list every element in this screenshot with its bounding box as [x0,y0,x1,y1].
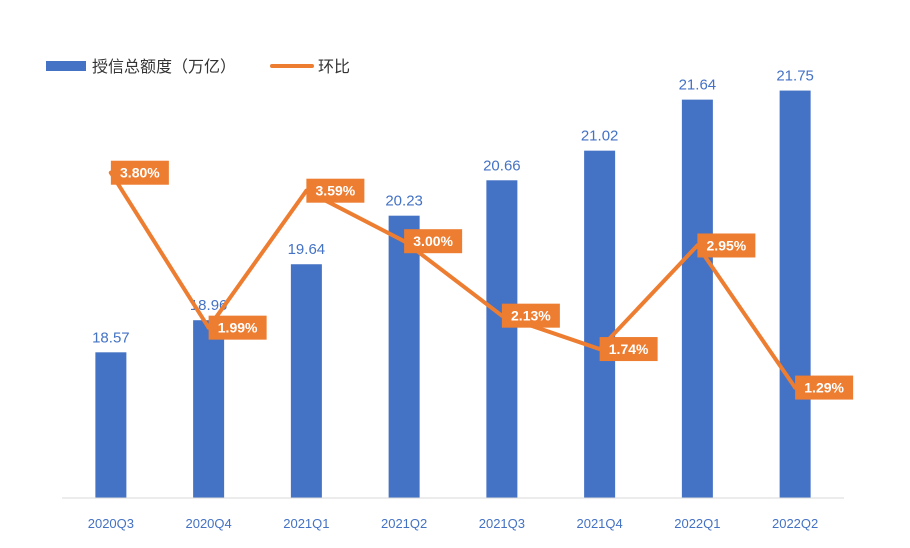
ratio-value-label: 2.95% [707,237,747,253]
ratio-label-box [795,375,854,400]
bar-value-label: 19.64 [288,241,326,258]
x-tick-label: 2021Q4 [576,516,622,531]
ratio-value-label: 3.80% [120,165,160,181]
legend-label-line: 环比 [318,57,350,76]
ratio-value-label: 1.29% [804,380,844,396]
bar-2020Q4 [193,320,225,498]
ratio-label-box [110,160,169,185]
x-tick-label: 2020Q4 [185,516,231,531]
x-tick-label: 2022Q1 [674,516,720,531]
ratio-label-box [501,303,560,328]
x-tick-label: 2022Q2 [772,516,818,531]
ratio-value-label: 3.00% [413,233,453,249]
ratio-label-box [208,315,267,340]
bar-value-label: 21.64 [679,77,717,94]
bar-value-label: 20.66 [483,157,521,174]
ratio-value-label: 3.59% [316,183,356,199]
bar-value-label: 21.75 [776,68,814,85]
legend: 授信总额度（万亿） 环比 [46,57,350,76]
legend-label-bar: 授信总额度（万亿） [92,57,236,76]
ratio-label-box [306,178,365,203]
bar-value-label: 18.57 [92,329,130,346]
bar-2022Q2 [779,90,811,499]
bar-2021Q2 [388,215,420,498]
bar-2021Q1 [290,264,322,498]
bar-2020Q3 [95,352,127,498]
bar-2022Q1 [681,99,713,498]
bar-value-label: 21.02 [581,128,619,145]
bar-value-label: 20.23 [385,193,423,210]
ratio-value-label: 1.74% [609,341,649,357]
ratio-value-label: 1.99% [218,320,258,336]
ratio-value-label: 2.13% [511,308,551,324]
legend-swatch-bar [46,61,86,71]
ratio-label-box [697,233,756,258]
line-series: 3.80% 1.99% 3.59% 3.00% 2.13% 1.74% 2.95% 1.29% [108,160,854,400]
ratio-label-box [404,229,463,254]
ratio-label-box [599,337,658,362]
bar-2021Q3 [486,180,518,499]
ratio-line [108,170,798,390]
x-tick-label: 2021Q3 [479,516,525,531]
x-tick-label: 2020Q3 [88,516,134,531]
x-axis-ticks: 2020Q3 2020Q4 2021Q1 2021Q2 2021Q3 2021Q4 2022… [88,516,819,531]
x-tick-label: 2021Q2 [381,516,427,531]
bar-2021Q4 [584,150,616,498]
x-tick-label: 2021Q1 [283,516,329,531]
